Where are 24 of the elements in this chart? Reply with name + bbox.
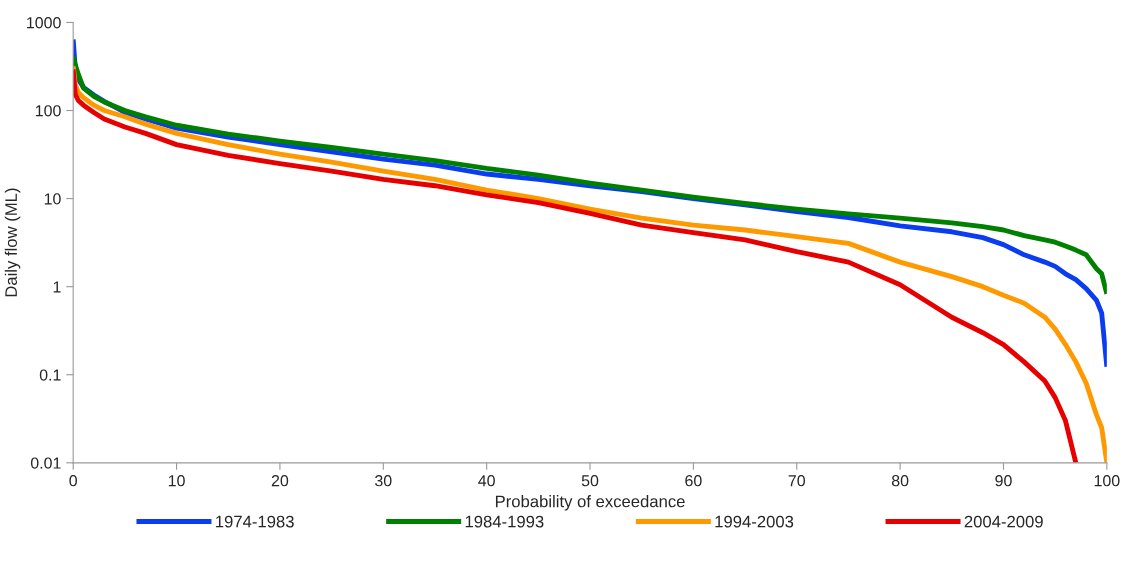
x-axis-title: Probability of exceedance [495,495,685,511]
x-tick-label: 80 [891,475,909,487]
y-tick-label: 100 [35,105,61,117]
y-tick-label: 0.01 [30,457,61,469]
x-tick-label: 100 [1094,475,1120,487]
x-tick-label: 30 [375,475,392,487]
x-tick-label: 20 [271,475,289,487]
x-tick-label: 10 [168,475,185,487]
y-tick-label: 1000 [27,17,61,29]
y-tick-label: 0.1 [39,369,61,381]
line-series [73,53,1107,297]
y-tick-label: 1 [53,281,61,293]
legend-label: 1974-1983 [216,515,294,528]
x-tick-label: 70 [788,475,806,487]
x-tick-label: 50 [581,475,599,487]
legend-label: 2004-2009 [964,515,1043,528]
y-axis-title: Daily flow (ML) [4,188,21,297]
legend-label: 1984-1993 [465,515,544,528]
x-tick-label: 60 [685,475,702,487]
x-tick-label: 0 [69,475,78,487]
x-tick-label: 40 [478,475,495,487]
x-tick-label: 90 [995,475,1012,487]
y-tick-label: 10 [44,193,61,205]
legend-label: 1994-2003 [715,515,794,528]
